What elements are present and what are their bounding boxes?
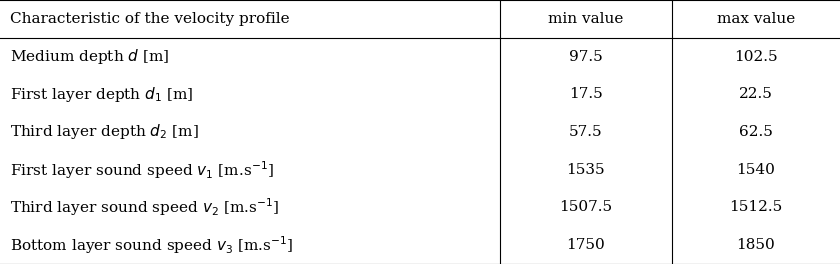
Text: 1850: 1850 xyxy=(737,238,775,252)
Text: Third layer depth $d_2$ [m]: Third layer depth $d_2$ [m] xyxy=(10,122,199,142)
Text: 102.5: 102.5 xyxy=(734,50,778,64)
Text: max value: max value xyxy=(717,12,795,26)
Text: 62.5: 62.5 xyxy=(739,125,773,139)
Text: Third layer sound speed $v_2$ [m.s$^{-1}$]: Third layer sound speed $v_2$ [m.s$^{-1}… xyxy=(10,197,279,218)
Text: 97.5: 97.5 xyxy=(569,50,603,64)
Text: min value: min value xyxy=(549,12,623,26)
Text: Bottom layer sound speed $v_3$ [m.s$^{-1}$]: Bottom layer sound speed $v_3$ [m.s$^{-1… xyxy=(10,234,294,256)
Text: 1540: 1540 xyxy=(737,163,775,177)
Text: 22.5: 22.5 xyxy=(739,87,773,101)
Text: 1507.5: 1507.5 xyxy=(559,200,612,214)
Text: 17.5: 17.5 xyxy=(569,87,603,101)
Text: First layer sound speed $v_1$ [m.s$^{-1}$]: First layer sound speed $v_1$ [m.s$^{-1}… xyxy=(10,159,274,181)
Text: 1750: 1750 xyxy=(566,238,606,252)
Text: Characteristic of the velocity profile: Characteristic of the velocity profile xyxy=(10,12,290,26)
Text: First layer depth $d_1$ [m]: First layer depth $d_1$ [m] xyxy=(10,85,193,104)
Text: 1535: 1535 xyxy=(567,163,605,177)
Text: 1512.5: 1512.5 xyxy=(729,200,783,214)
Text: 57.5: 57.5 xyxy=(569,125,603,139)
Text: Medium depth $d$ [m]: Medium depth $d$ [m] xyxy=(10,47,170,66)
